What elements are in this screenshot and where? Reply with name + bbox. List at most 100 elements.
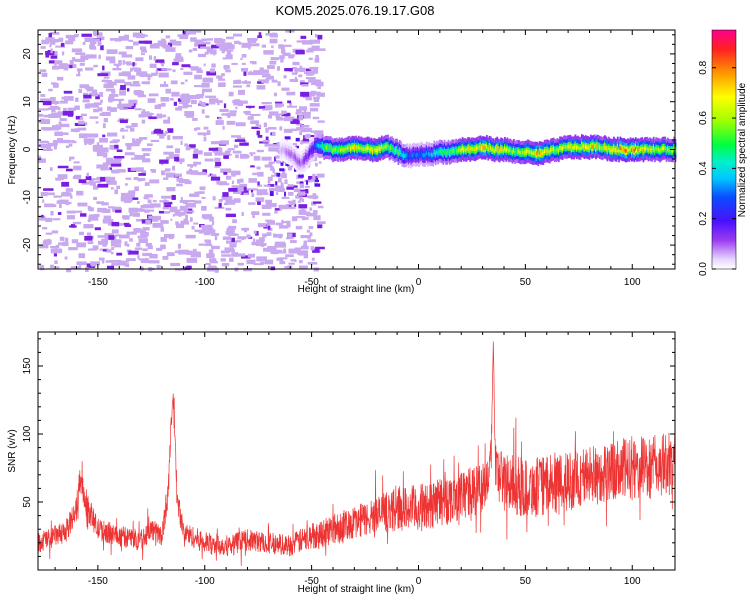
noise-cell <box>116 252 123 256</box>
noise-cell <box>168 236 174 240</box>
noise-cell <box>262 192 269 195</box>
x-tick-label: 100 <box>624 277 641 288</box>
noise-cell <box>237 102 244 107</box>
noise-cell <box>287 233 293 238</box>
noise-cell <box>116 169 126 173</box>
noise-cell <box>296 181 301 184</box>
noise-cell <box>132 212 140 217</box>
noise-cell <box>144 40 152 44</box>
noise-cell <box>178 106 188 109</box>
noise-cell <box>193 127 198 131</box>
noise-cell <box>164 130 169 135</box>
noise-cell <box>260 261 265 265</box>
noise-cell <box>40 98 52 102</box>
noise-cell <box>124 183 128 186</box>
noise-cell <box>54 247 58 252</box>
noise-cell <box>301 216 305 221</box>
noise-cell <box>86 133 97 138</box>
noise-cell <box>312 195 317 200</box>
noise-cell <box>92 245 99 250</box>
x-tick-label: 0 <box>416 277 422 288</box>
noise-cell <box>163 151 174 155</box>
noise-cell <box>163 81 166 85</box>
ridge-cells <box>279 133 677 175</box>
ridge-cell <box>525 149 528 154</box>
ridge-cell <box>433 150 436 154</box>
noise-cell <box>212 221 215 226</box>
noise-cell <box>162 206 165 210</box>
noise-cell <box>53 253 57 257</box>
noise-cell <box>189 193 198 197</box>
ridge-cell <box>548 150 551 154</box>
noise-cell <box>300 82 309 85</box>
noise-cell <box>214 206 225 209</box>
ridge-cell <box>474 147 477 152</box>
ridge-cell <box>441 149 443 154</box>
noise-cell <box>151 72 158 76</box>
noise-cell <box>283 191 287 197</box>
noise-cell <box>261 73 271 78</box>
noise-cell <box>52 83 59 88</box>
ridge-cell <box>597 144 600 149</box>
noise-cell <box>276 188 286 192</box>
noise-cell <box>189 95 197 99</box>
noise-cell <box>214 268 219 273</box>
snr-series-line <box>38 341 675 566</box>
noise-cell <box>200 224 207 228</box>
noise-cell <box>136 218 144 222</box>
noise-cell <box>203 83 208 86</box>
noise-cell <box>57 111 65 116</box>
noise-cell <box>281 87 290 91</box>
noise-cell <box>243 111 247 114</box>
ridge-cell <box>402 153 405 158</box>
ridge-cell <box>465 148 468 153</box>
noise-cell <box>307 47 315 52</box>
ridge-cell <box>343 147 346 152</box>
noise-cell <box>258 106 266 109</box>
ridge-cell <box>324 145 327 150</box>
noise-cell <box>110 169 121 172</box>
ridge-cell <box>655 146 658 151</box>
noise-cell <box>75 52 86 55</box>
noise-cell <box>42 100 52 106</box>
noise-cell <box>212 196 216 201</box>
ridge-cell <box>350 146 352 151</box>
noise-cell <box>291 72 298 75</box>
noise-cell <box>234 267 239 272</box>
ridge-cell <box>334 147 337 152</box>
noise-cell <box>131 123 138 127</box>
ridge-cell <box>637 147 640 152</box>
noise-cell <box>218 82 226 88</box>
ridge-cell <box>398 149 401 154</box>
noise-cell <box>147 74 153 78</box>
noise-cell <box>184 199 196 203</box>
noise-cell <box>159 159 169 164</box>
noise-cell <box>169 206 178 212</box>
noise-cell <box>257 223 267 228</box>
noise-cell <box>274 208 280 211</box>
noise-cell <box>185 146 191 151</box>
noise-cell <box>192 248 197 253</box>
noise-cell <box>204 51 209 55</box>
noise-cell <box>310 178 316 182</box>
noise-cell <box>133 140 141 144</box>
noise-cell <box>136 242 141 247</box>
noise-cell <box>214 165 220 168</box>
noise-cell <box>92 144 103 150</box>
noise-cell <box>264 164 273 168</box>
noise-cell <box>214 235 218 241</box>
noise-cell <box>226 227 235 233</box>
ridge-cell <box>279 147 282 152</box>
noise-cell <box>211 63 216 68</box>
noise-cell <box>179 36 189 40</box>
noise-cell <box>68 247 78 251</box>
noise-cell <box>303 240 308 244</box>
ridge-cell <box>650 147 653 152</box>
noise-cell <box>183 210 195 213</box>
noise-cell <box>243 71 247 76</box>
noise-cell <box>263 122 267 128</box>
noise-cell <box>287 105 298 108</box>
noise-cell <box>100 99 103 104</box>
noise-cell <box>176 183 183 187</box>
noise-cell <box>74 33 79 37</box>
